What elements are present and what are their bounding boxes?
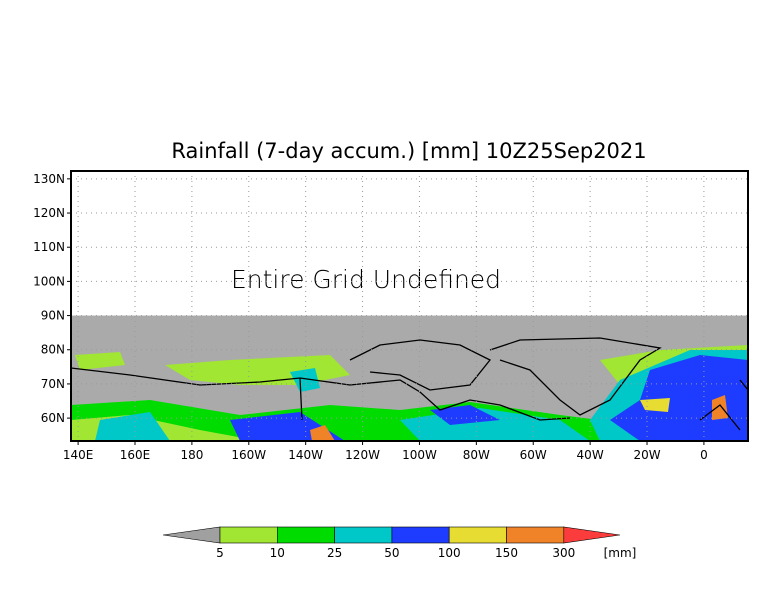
lat-label: 100N	[33, 274, 65, 288]
coastline	[70, 367, 571, 421]
colorbar-label: 10	[270, 546, 285, 560]
coastline	[299, 377, 303, 421]
colorbar-label: 5	[216, 546, 224, 560]
rain-area	[95, 412, 170, 441]
lat-label: 130N	[33, 172, 65, 186]
lon-label: 60W	[520, 448, 547, 462]
lon-label: 140W	[288, 448, 323, 462]
lat-label: 120N	[33, 206, 65, 220]
undefined-grid-message: Entire Grid Undefined	[231, 265, 501, 294]
colorbar-label: 25	[327, 546, 342, 560]
colorbar-swatch	[391, 526, 450, 544]
colorbar-swatch	[219, 526, 278, 544]
lon-label: 80W	[463, 448, 490, 462]
map-area	[70, 315, 749, 441]
lon-label: 160E	[120, 448, 151, 462]
colorbar-unit: [mm]	[604, 546, 637, 560]
lon-label: 180	[180, 448, 203, 462]
rain-area	[75, 352, 125, 370]
colorbar-label: 150	[495, 546, 518, 560]
coastline	[489, 337, 662, 416]
colorbar-swatch	[334, 526, 393, 544]
coastline	[699, 404, 741, 431]
lon-label: 40W	[577, 448, 604, 462]
rain-area	[712, 395, 728, 420]
lat-label: 110N	[33, 240, 65, 254]
lon-label: 120W	[345, 448, 380, 462]
colorbar-swatch	[276, 526, 335, 544]
lat-label: 70N	[41, 377, 65, 391]
colorbar-label: 50	[384, 546, 399, 560]
colorbar-swatch	[162, 526, 221, 544]
colorbar-label: 100	[438, 546, 461, 560]
colorbar-swatch	[563, 526, 621, 544]
lat-label: 90N	[41, 309, 65, 323]
rain-area	[310, 425, 335, 441]
coastline	[739, 379, 749, 391]
colorbar-swatch	[448, 526, 507, 544]
plot-frame	[70, 170, 749, 442]
colorbar-label: 300	[552, 546, 575, 560]
plot-title: Rainfall (7-day accum.) [mm] 10Z25Sep202…	[171, 139, 646, 163]
lon-label: 100W	[402, 448, 437, 462]
lon-label: 140E	[63, 448, 94, 462]
axes: 130N 120N 110N 100N 90N 80N 70N 60N 140E 160E 180 1…	[33, 170, 749, 462]
lat-label: 80N	[41, 343, 65, 357]
lat-label: 60N	[41, 411, 65, 425]
lon-label: 0	[700, 448, 708, 462]
lon-label: 160W	[231, 448, 266, 462]
rain-area	[430, 405, 500, 425]
colorbar-swatch	[506, 526, 565, 544]
colorbar: 5 10 25 50 100 150 300 [mm]	[162, 526, 637, 560]
rain-area	[290, 368, 320, 392]
coastline	[349, 339, 492, 391]
lon-label: 20W	[633, 448, 660, 462]
